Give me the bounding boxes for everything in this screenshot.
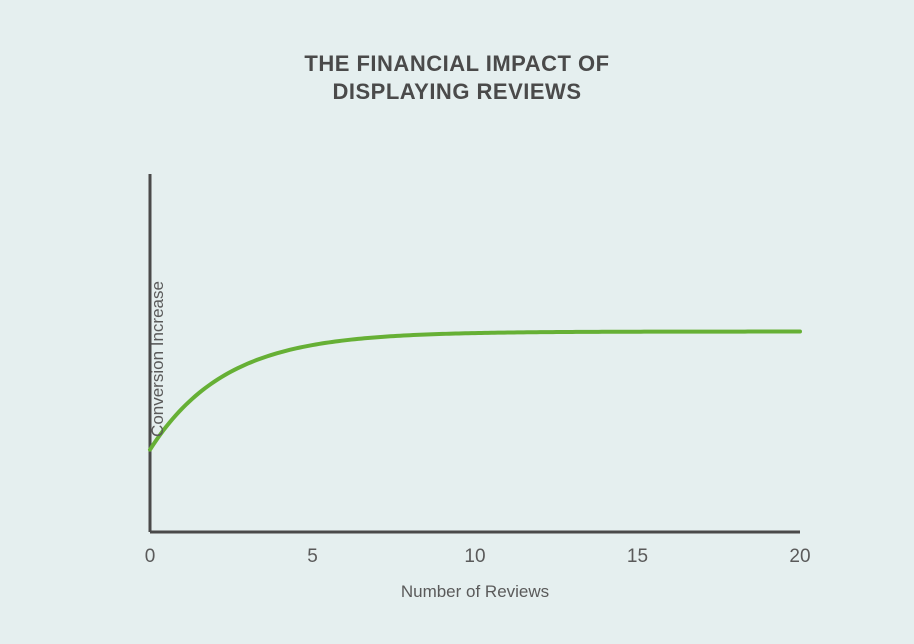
- x-tick-label: 5: [307, 546, 318, 568]
- data-curve: [150, 332, 800, 450]
- y-axis-label: Conversion Increase: [148, 281, 168, 437]
- x-tick-label: 10: [464, 546, 485, 568]
- chart-title: THE FINANCIAL IMPACT OF DISPLAYING REVIE…: [0, 50, 914, 106]
- x-axis-label: Number of Reviews: [401, 582, 549, 602]
- x-tick-label: 0: [145, 546, 156, 568]
- x-tick-label: 15: [627, 546, 648, 568]
- chart-plot: [150, 174, 800, 532]
- chart-title-line2: DISPLAYING REVIEWS: [0, 78, 914, 106]
- chart-title-line1: THE FINANCIAL IMPACT OF: [0, 50, 914, 78]
- x-tick-label: 20: [789, 546, 810, 568]
